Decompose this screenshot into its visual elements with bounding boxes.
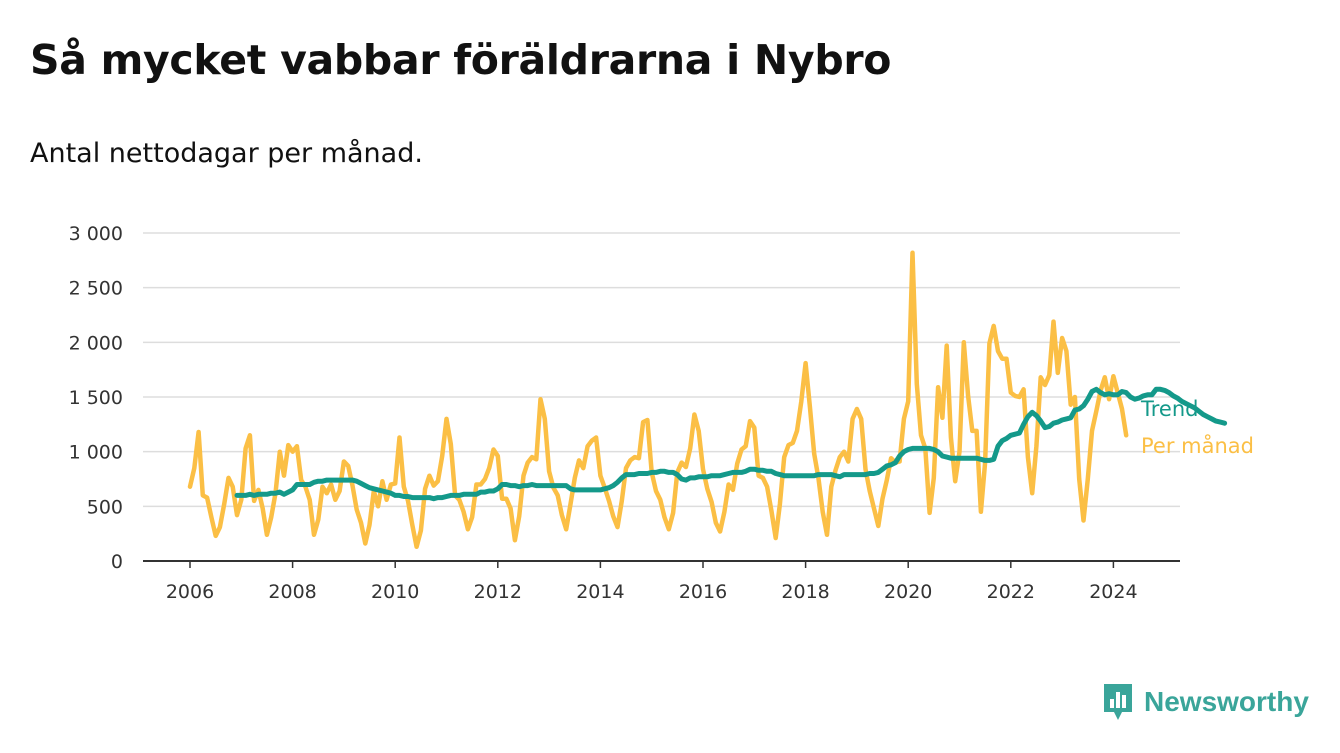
trend-series-label: Trend: [1140, 397, 1198, 421]
y-tick-label: 2 500: [69, 278, 123, 300]
x-tick-label: 2024: [1089, 581, 1137, 603]
x-tick-label: 2022: [987, 581, 1035, 603]
chart-subtitle: Antal nettodagar per månad.: [30, 138, 423, 169]
series-labels: Per månad Trend: [1140, 397, 1254, 458]
newsworthy-brand: Newsworthy: [1102, 682, 1309, 722]
y-tick-label: 3 000: [69, 223, 123, 245]
newsworthy-logo-icon: [1104, 684, 1132, 720]
y-tick-label: 2 000: [69, 332, 123, 354]
x-tick-label: 2018: [781, 581, 829, 603]
monthly-line: [187, 250, 1129, 550]
y-tick-label: 0: [111, 551, 123, 573]
x-tick-label: 2006: [166, 581, 214, 603]
y-tick-label: 1 000: [69, 442, 123, 464]
x-tick-label: 2012: [474, 581, 522, 603]
x-tick-label: 2008: [268, 581, 316, 603]
series-lines: [187, 250, 1228, 550]
x-axis: 2006 2008 2010 2012 2014 2016 2018 2020 2022 2024: [166, 561, 1138, 603]
y-axis: 0 500 1 000 1 500 2 000 2 500 3 000: [69, 223, 123, 573]
chart-title: Så mycket vabbar föräldrarna i Nybro: [30, 36, 892, 84]
x-tick-label: 2020: [884, 581, 932, 603]
monthly-series-label: Per månad: [1141, 433, 1254, 458]
x-tick-label: 2016: [679, 581, 727, 603]
brand-name: Newsworthy: [1144, 686, 1309, 717]
x-tick-label: 2014: [576, 581, 624, 603]
x-tick-label: 2010: [371, 581, 419, 603]
y-tick-label: 1 500: [69, 387, 123, 409]
y-tick-label: 500: [87, 496, 123, 518]
trend-line: [234, 386, 1228, 502]
